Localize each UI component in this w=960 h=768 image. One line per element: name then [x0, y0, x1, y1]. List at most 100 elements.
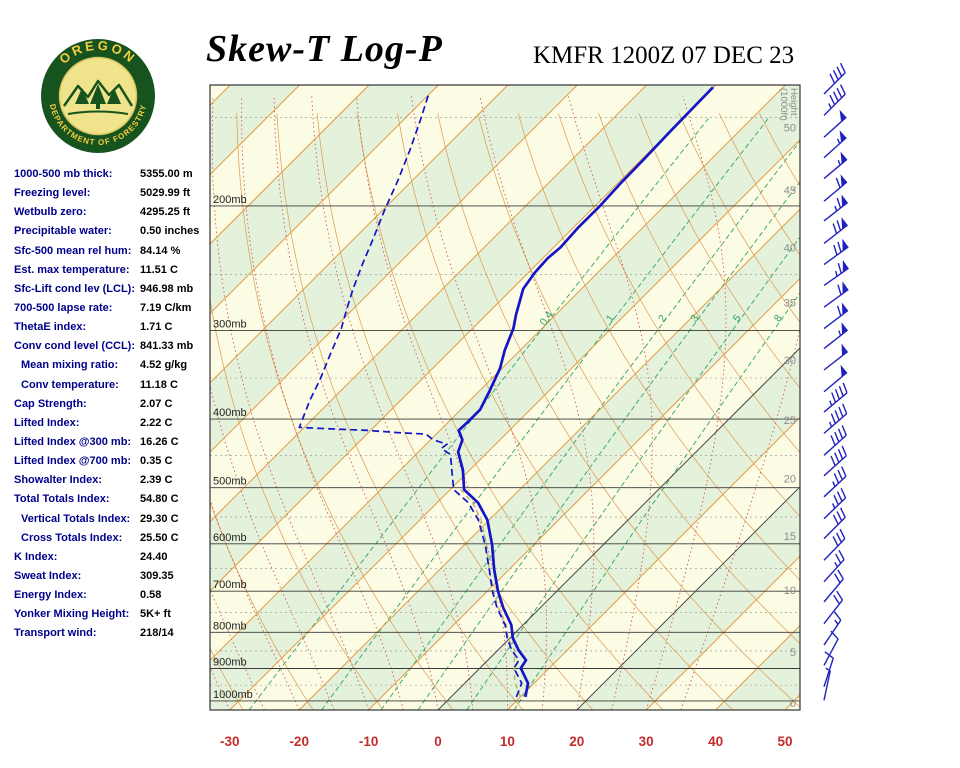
height-tick-label: 5 — [790, 647, 796, 659]
wind-barb — [823, 364, 848, 393]
height-axis-title: Height — [788, 88, 799, 116]
pressure-label: 800mb — [213, 620, 247, 632]
index-value: 84.14 % — [140, 244, 181, 257]
index-value: 24.40 — [140, 550, 168, 563]
index-value: 11.18 C — [140, 378, 178, 391]
index-label: K Index: — [14, 550, 58, 563]
index-row: Showalter Index: 2.39 C — [14, 474, 214, 493]
index-value: 54.80 C — [140, 493, 179, 506]
indices-panel: 1000-500 mb thick: 5355.00 m Freezing leve… — [14, 168, 214, 647]
index-row: Vertical Totals Index: 29.30 C — [14, 513, 214, 532]
index-label: Yonker Mixing Height: — [14, 608, 130, 621]
temp-axis-label: 10 — [500, 734, 515, 749]
height-tick-label: 30 — [784, 355, 796, 367]
index-value: 29.30 C — [140, 512, 179, 525]
pressure-label: 500mb — [213, 476, 247, 488]
wind-barb — [823, 382, 848, 413]
temp-axis-label: 0 — [434, 734, 442, 749]
index-value: 5355.00 m — [140, 168, 193, 180]
index-label: ThetaE index: — [14, 321, 87, 334]
wind-barb — [823, 528, 846, 561]
index-row: Mean mixing ratio: 4.52 g/kg — [14, 359, 214, 378]
index-value: 0.58 — [140, 589, 162, 602]
index-row: Total Totals Index: 54.80 C — [14, 493, 214, 512]
index-row: Yonker Mixing Height: 5K+ ft — [14, 608, 214, 627]
index-row: 1000-500 mb thick: 5355.00 m — [14, 168, 214, 187]
index-label: Conv temperature: — [21, 378, 119, 391]
pressure-label: 600mb — [213, 532, 247, 544]
index-label: Wetbulb zero: — [14, 206, 87, 219]
temp-axis-label: 30 — [639, 734, 654, 749]
index-value: 2.07 C — [140, 397, 173, 410]
station-datetime: KMFR 1200Z 07 DEC 23 — [533, 42, 795, 69]
wind-barb — [823, 549, 845, 583]
index-value: 4.52 g/kg — [140, 359, 188, 372]
wind-barb — [823, 194, 849, 222]
index-label: Cap Strength: — [14, 397, 87, 410]
index-label: Transport wind: — [14, 627, 97, 640]
wind-barb — [823, 62, 846, 95]
index-value: 25.50 C — [140, 531, 179, 544]
dewpoint-profile — [298, 93, 523, 698]
temp-axis-label: -20 — [289, 734, 309, 749]
index-row: Transport wind: 218/14 — [14, 627, 214, 646]
forest-icon — [62, 79, 134, 115]
wind-barb — [823, 260, 849, 286]
index-value: 0.50 inches — [140, 225, 200, 238]
wind-barb — [823, 343, 849, 371]
index-value: 11.51 C — [140, 263, 178, 276]
index-label: Conv cond level (CCL): — [14, 340, 136, 353]
index-row: Lifted Index: 2.22 C — [14, 417, 214, 436]
wind-barb — [823, 84, 846, 116]
mixing-ratio-label: 2 — [656, 313, 669, 325]
index-label: Total Totals Index: — [14, 493, 110, 506]
index-value: 841.33 mb — [140, 340, 194, 353]
plot-area — [210, 85, 800, 710]
wind-barb — [823, 425, 847, 456]
wind-barb — [823, 466, 847, 498]
index-row: ThetaE index: 1.71 C — [14, 321, 214, 340]
index-label: 700-500 lapse rate: — [14, 301, 113, 314]
temperature-profile — [456, 86, 714, 698]
wind-barb — [823, 281, 849, 308]
temp-axis-label: -30 — [220, 734, 240, 749]
index-row: Freezing level: 5029.99 ft — [14, 187, 214, 206]
wind-barb — [823, 667, 831, 701]
pressure-label: 300mb — [213, 319, 247, 331]
index-value: 5029.99 ft — [140, 187, 191, 200]
height-tick-label: 20 — [784, 473, 796, 485]
wind-barb — [823, 217, 849, 245]
pressure-label: 400mb — [213, 407, 247, 419]
pressure-label: 700mb — [213, 579, 247, 591]
index-label: Lifted Index @700 mb: — [14, 455, 132, 468]
wind-barb — [823, 109, 847, 138]
height-tick-label: 25 — [784, 415, 796, 427]
index-row: Est. max temperature: 11.51 C — [14, 264, 214, 283]
index-row: Wetbulb zero: 4295.25 ft — [14, 206, 214, 225]
index-value: 7.19 C/km — [140, 301, 192, 314]
index-row: Lifted Index @700 mb: 0.35 C — [14, 455, 214, 474]
index-value: 2.22 C — [140, 416, 173, 429]
wind-barb — [823, 174, 848, 202]
isotherms — [210, 85, 800, 710]
index-label: Showalter Index: — [14, 474, 103, 487]
index-value: 309.35 — [140, 569, 174, 582]
index-row: Energy Index: 0.58 — [14, 589, 214, 608]
index-label: Cross Totals Index: — [21, 531, 123, 544]
index-row: 700-500 lapse rate: 7.19 C/km — [14, 302, 214, 321]
temp-axis-label: -10 — [359, 734, 379, 749]
wind-barb — [823, 590, 844, 625]
wind-barb — [823, 403, 848, 434]
pressure-label: 1000mb — [213, 689, 253, 701]
index-label: Est. max temperature: — [14, 263, 130, 276]
odf-logo: OREGON DEPARTMENT OF FORESTRY — [41, 38, 155, 153]
wind-barb — [823, 487, 847, 520]
wind-barb — [823, 130, 847, 159]
index-label: Freezing level: — [14, 187, 91, 200]
index-row: Cap Strength: 2.07 C — [14, 398, 214, 417]
height-tick-label: 15 — [784, 531, 796, 543]
index-row: Conv temperature: 11.18 C — [14, 379, 214, 398]
height-tick-label: 0 — [790, 698, 796, 710]
